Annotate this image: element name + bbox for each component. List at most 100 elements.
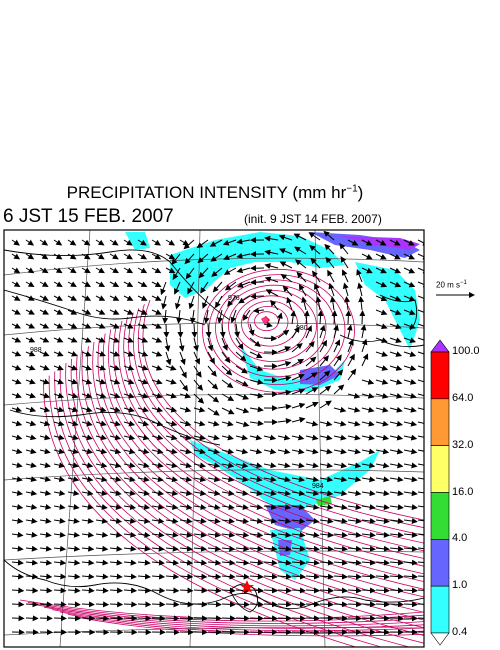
- wind-vector: [347, 518, 362, 524]
- wind-vector: [179, 434, 192, 441]
- wind-vector: [389, 253, 401, 260]
- wind-vector: [324, 243, 335, 255]
- wind-vector: [341, 269, 349, 283]
- wind-vector: [347, 338, 354, 353]
- colorbar-under-triangle: [430, 632, 450, 646]
- wind-vector: [361, 490, 376, 497]
- wind-vector: [235, 407, 250, 414]
- wind-vector: [305, 434, 319, 441]
- wind-vector: [53, 587, 67, 594]
- wind-vector: [81, 239, 91, 246]
- wind-vector: [53, 504, 66, 510]
- wind-vector: [137, 587, 152, 594]
- wind-vector: [235, 434, 249, 441]
- wind-vector: [109, 587, 123, 594]
- wind-vector: [347, 368, 357, 381]
- wind-vector: [249, 517, 264, 524]
- colorbar-segment: [430, 585, 450, 634]
- wind-vector: [305, 559, 320, 566]
- wind-vector: [207, 601, 222, 608]
- wind-vector: [179, 365, 187, 379]
- wind-vector: [319, 559, 334, 566]
- wind-vector: [193, 490, 207, 497]
- wind-vector: [109, 531, 123, 538]
- wind-vector: [235, 504, 249, 511]
- wind-vector: [162, 309, 169, 324]
- wind-vector: [193, 448, 206, 455]
- wind-vector: [81, 406, 93, 413]
- wind-vector: [249, 476, 263, 483]
- wind-vector: [279, 261, 293, 269]
- wind-vector: [403, 392, 417, 399]
- wind-vector: [282, 285, 293, 297]
- wind-vector: [221, 504, 235, 511]
- map-frame: [3, 229, 425, 648]
- wind-vector: [137, 517, 151, 524]
- wind-vector: [11, 239, 20, 246]
- wind-vector: [151, 434, 164, 441]
- wind-vector: [403, 545, 418, 552]
- wind-vector: [95, 392, 107, 399]
- wind-vector: [319, 545, 334, 552]
- wind-vector: [123, 267, 134, 274]
- wind-vector: [123, 323, 134, 329]
- wind-vector: [277, 389, 292, 396]
- wind-vector: [81, 434, 93, 441]
- wind-vector: [263, 531, 278, 538]
- wind-vector: [333, 531, 348, 538]
- wind-vector: [95, 490, 108, 497]
- wind-vector: [205, 323, 212, 338]
- wind-vector: [339, 243, 349, 255]
- wind-vector: [207, 545, 222, 552]
- wind-vector: [221, 365, 233, 376]
- wind-vector: [165, 545, 179, 552]
- wind-vector: [25, 337, 36, 343]
- wind-vector: [249, 462, 263, 469]
- wind-vector: [109, 517, 123, 524]
- wind-vector: [165, 517, 179, 524]
- wind-vector: [81, 378, 93, 385]
- isobar-line: [59, 367, 424, 644]
- wind-vector: [179, 517, 193, 524]
- wind-vector: [174, 295, 181, 310]
- wind-vector: [25, 267, 35, 274]
- wind-vector: [25, 490, 38, 496]
- wind-vector: [95, 545, 109, 552]
- wind-vector: [263, 518, 278, 524]
- wind-vector: [11, 434, 23, 441]
- wind-vector: [277, 559, 292, 566]
- wind-vector: [221, 531, 236, 538]
- wind-vector: [305, 448, 319, 455]
- wind-vector: [39, 337, 50, 343]
- wind-vector: [95, 350, 106, 357]
- wind-vector: [235, 476, 249, 483]
- wind-vector: [290, 310, 297, 325]
- wind-vector: [249, 601, 264, 608]
- wind-vector: [53, 253, 63, 260]
- wind-vector: [291, 462, 305, 469]
- wind-vector: [39, 545, 52, 552]
- wind-vector: [179, 587, 194, 594]
- wind-vector: [39, 531, 52, 538]
- wind-vector: [417, 533, 424, 536]
- wind-vector: [327, 269, 335, 283]
- isobar-line: [123, 316, 424, 552]
- wind-vector: [319, 370, 331, 381]
- wind-vector: [25, 517, 38, 524]
- wind-vector: [221, 351, 231, 364]
- wind-vector: [312, 270, 321, 283]
- wind-vector: [67, 392, 79, 399]
- wind-vector: [249, 434, 263, 441]
- wind-vector: [319, 385, 332, 395]
- wind-vector: [331, 310, 338, 325]
- wind-vector: [183, 239, 195, 250]
- wind-vector: [109, 337, 120, 343]
- isobar-line: [43, 379, 357, 647]
- wind-vector: [207, 448, 220, 455]
- wind-vector: [305, 387, 319, 395]
- wind-vector: [319, 420, 333, 427]
- wind-vector: [277, 448, 291, 455]
- wind-vector: [151, 253, 162, 260]
- wind-vector: [39, 490, 52, 496]
- wind-vector: [212, 281, 223, 293]
